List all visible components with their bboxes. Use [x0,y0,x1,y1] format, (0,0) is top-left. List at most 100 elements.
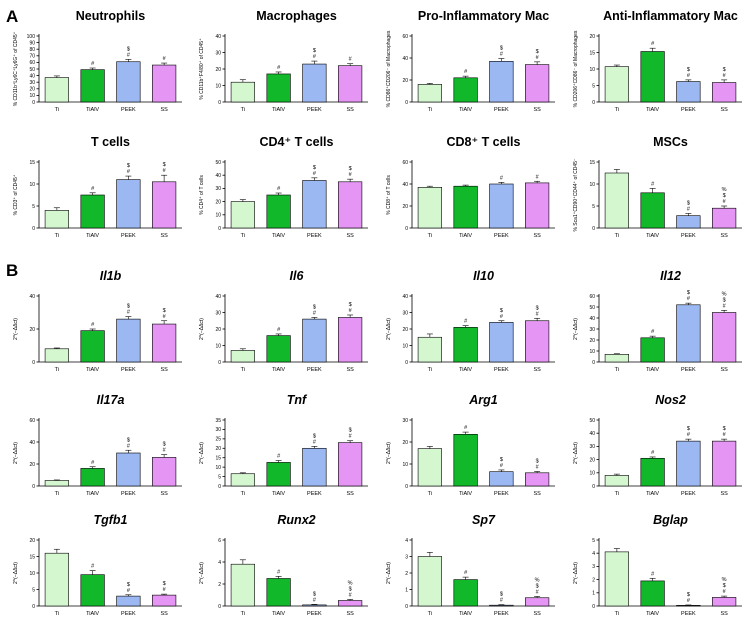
significance-mark: $ [723,583,726,589]
x-tick-label: TiAlV [86,107,99,113]
bar-ss [525,597,550,607]
y-tick-label: 0 [592,604,595,610]
x-tick-label: Ti [428,107,432,113]
significance-mark: $ [127,163,130,169]
y-tick-label: 0 [32,484,35,490]
chart-title: Bglap [653,513,688,527]
y-axis-label: % CD11b⁺F4/80⁺ of CD45⁺ [199,38,205,100]
y-tick-label: 20 [402,204,408,210]
significance-mark: # [651,450,655,456]
y-tick-label: 30 [215,50,221,56]
bar-peek [302,604,327,607]
y-tick-label: 40 [29,294,35,300]
chart-title: Pro-Inflammatory Mac [418,9,549,23]
bar-ti [44,348,69,363]
bar-tialv [640,580,665,607]
y-tick-label: 0 [592,360,595,366]
y-tick-label: 0 [592,100,595,106]
x-tick-label: SS [720,367,728,373]
y-tick-label: 10 [589,471,595,477]
x-tick-label: PEEK [681,491,696,497]
x-tick-label: TiAlV [646,233,659,239]
bar-peek [676,81,701,103]
bar-ti [44,552,69,607]
y-tick-label: 10 [589,182,595,188]
bar-ss [712,312,737,363]
significance-mark: # [277,454,281,460]
y-tick-label: 20 [215,327,221,333]
y-axis-label: 2^(−ΔΔct) [199,562,205,584]
bar-ss [338,65,363,103]
significance-mark: % [722,577,727,583]
significance-mark: $ [687,426,690,432]
y-tick-label: 20 [589,338,595,344]
y-tick-label: 20 [215,199,221,205]
bar-peek [676,605,701,607]
significance-mark: # [91,564,95,570]
significance-mark: # [723,73,727,79]
bar-ti [417,448,442,487]
y-tick-label: 0 [592,226,595,232]
chart-title: Il6 [290,269,305,283]
bar-ti [604,475,629,487]
chart-title: Il1b [100,269,122,283]
significance-mark: # [163,56,167,62]
y-axis-label: % CD3⁺ of CD45⁺ [13,174,19,215]
significance-mark: # [500,314,504,320]
y-tick-label: 0 [32,226,35,232]
y-tick-label: 10 [402,462,408,468]
bar-peek [676,440,701,487]
bar-tialv [453,77,478,103]
x-tick-label: TiAlV [272,233,285,239]
x-tick-label: Ti [615,367,619,373]
significance-mark: % [722,291,727,297]
bar-ss [338,600,363,607]
x-tick-label: SS [720,611,728,617]
bar-ss [525,182,550,229]
y-axis-label: 2^(−ΔΔct) [199,442,205,464]
x-tick-label: Ti [428,233,432,239]
bar-ss [712,597,737,607]
significance-mark: # [127,169,131,175]
y-tick-label: 0 [218,484,221,490]
significance-mark: $ [163,162,166,168]
significance-mark: # [687,73,691,79]
y-axis-label: 2^(−ΔΔct) [573,442,579,464]
y-tick-label: 40 [402,182,408,188]
significance-mark: # [651,181,655,187]
significance-mark: # [464,69,468,75]
y-tick-label: 0 [218,604,221,610]
y-tick-label: 20 [215,446,221,452]
significance-mark: # [687,206,691,212]
bar-ss [152,323,177,363]
bar-tialv [640,337,665,363]
significance-mark: $ [536,583,539,589]
significance-mark: # [723,589,727,595]
y-tick-label: 50 [589,418,595,424]
y-tick-label: 0 [405,604,408,610]
y-tick-label: 50 [589,305,595,311]
y-tick-label: 35 [215,418,221,424]
y-axis-label: 2^(−ΔΔct) [386,442,392,464]
y-axis-label: 2^(−ΔΔct) [13,442,19,464]
y-tick-label: 40 [215,34,221,40]
bar-ss [525,64,550,103]
x-tick-label: PEEK [681,233,696,239]
y-tick-label: 10 [29,93,35,99]
significance-mark: # [91,460,95,466]
significance-mark: $ [536,49,539,55]
y-tick-label: 20 [402,440,408,446]
bar-tialv [640,457,665,487]
y-axis-label: 2^(−ΔΔct) [573,318,579,340]
x-tick-label: PEEK [494,107,509,113]
x-tick-label: SS [533,233,541,239]
bar-ss [712,440,737,487]
chart-title: Arg1 [468,393,498,407]
y-tick-label: 20 [589,34,595,40]
y-tick-label: 1 [405,587,408,593]
x-tick-label: TiAlV [272,367,285,373]
x-tick-label: SS [720,491,728,497]
significance-mark: # [651,329,655,335]
significance-mark: # [277,186,281,192]
